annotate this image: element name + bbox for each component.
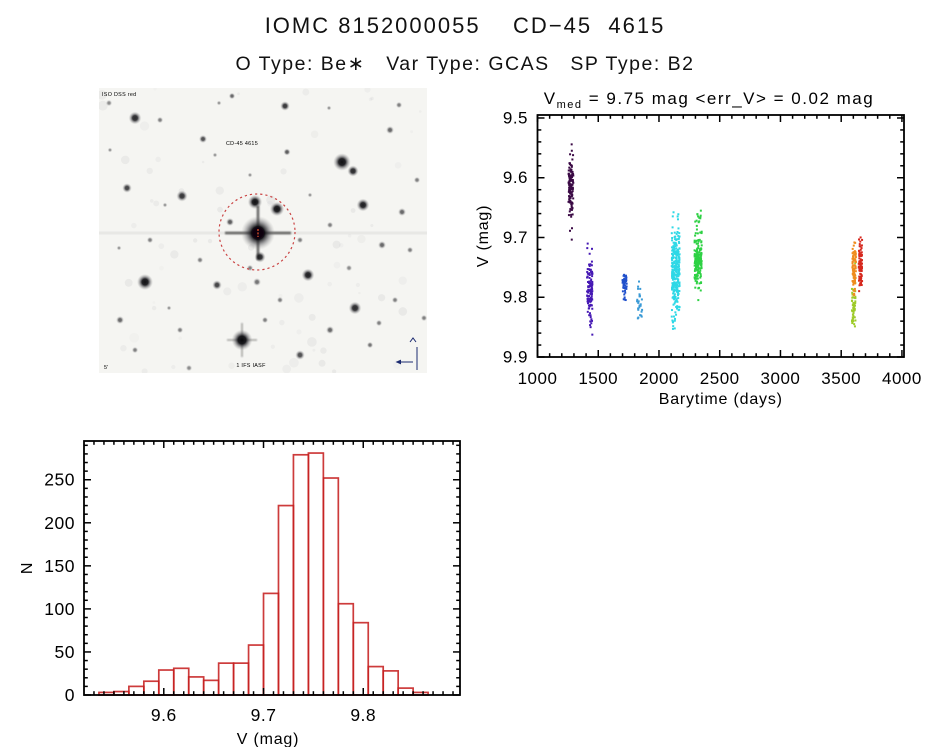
- svg-text:9.8: 9.8: [503, 288, 528, 307]
- lightcurve-scatter-plot: Vmed = 9.75 mag <err_V> = 0.02 mag 1000 15…: [475, 89, 922, 408]
- svg-text:Barytime (days): Barytime (days): [659, 391, 783, 408]
- svg-text:1 IFS IASF: 1 IFS IASF: [236, 363, 266, 369]
- svg-text:9.9: 9.9: [503, 348, 528, 367]
- svg-text:250: 250: [44, 470, 75, 490]
- svg-text:9.7: 9.7: [251, 705, 277, 725]
- svg-text:N: N: [19, 562, 36, 574]
- page-subtitle: O Type: Be∗ Var Type: GCAS SP Type: B2: [235, 53, 695, 75]
- svg-text:2000: 2000: [639, 369, 679, 388]
- svg-text:CD-45 4615: CD-45 4615: [226, 141, 258, 147]
- svg-text:9.5: 9.5: [503, 108, 528, 127]
- finding-chart-image: ISO DSS red CD-45 4615 1 IFS IASF 5': [99, 88, 427, 373]
- svg-text:5': 5': [104, 365, 109, 371]
- svg-text:100: 100: [44, 599, 75, 619]
- svg-text:3000: 3000: [761, 369, 801, 388]
- svg-text:0: 0: [65, 685, 75, 705]
- svg-text:200: 200: [44, 513, 75, 533]
- svg-text:3500: 3500: [821, 369, 861, 388]
- svg-text:9.7: 9.7: [503, 228, 528, 247]
- svg-text:2500: 2500: [700, 369, 740, 388]
- svg-text:1000: 1000: [518, 369, 558, 388]
- svg-text:ISO DSS red: ISO DSS red: [102, 92, 136, 98]
- magnitude-histogram-plot: 9.6 9.7 9.8 0 50 100 150 200 250 V (mag) N: [19, 440, 461, 747]
- svg-text:Vmed = 9.75 mag <err_V> = 0.02: Vmed = 9.75 mag <err_V> = 0.02 mag: [544, 89, 874, 111]
- svg-text:50: 50: [55, 642, 75, 662]
- svg-text:9.6: 9.6: [503, 168, 528, 187]
- page-title: IOMC 8152000055 CD−45 4615: [264, 13, 666, 38]
- svg-text:1500: 1500: [578, 369, 618, 388]
- svg-text:4000: 4000: [882, 369, 922, 388]
- svg-text:9.8: 9.8: [350, 705, 376, 725]
- svg-text:9.6: 9.6: [151, 705, 177, 725]
- svg-text:V (mag): V (mag): [475, 205, 492, 268]
- svg-text:V (mag): V (mag): [237, 731, 300, 747]
- svg-text:150: 150: [44, 556, 75, 576]
